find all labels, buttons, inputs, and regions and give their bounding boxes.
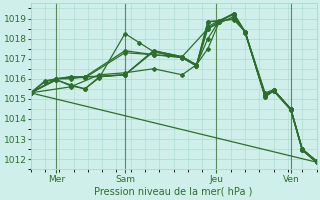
X-axis label: Pression niveau de la mer( hPa ): Pression niveau de la mer( hPa ) — [94, 187, 253, 197]
